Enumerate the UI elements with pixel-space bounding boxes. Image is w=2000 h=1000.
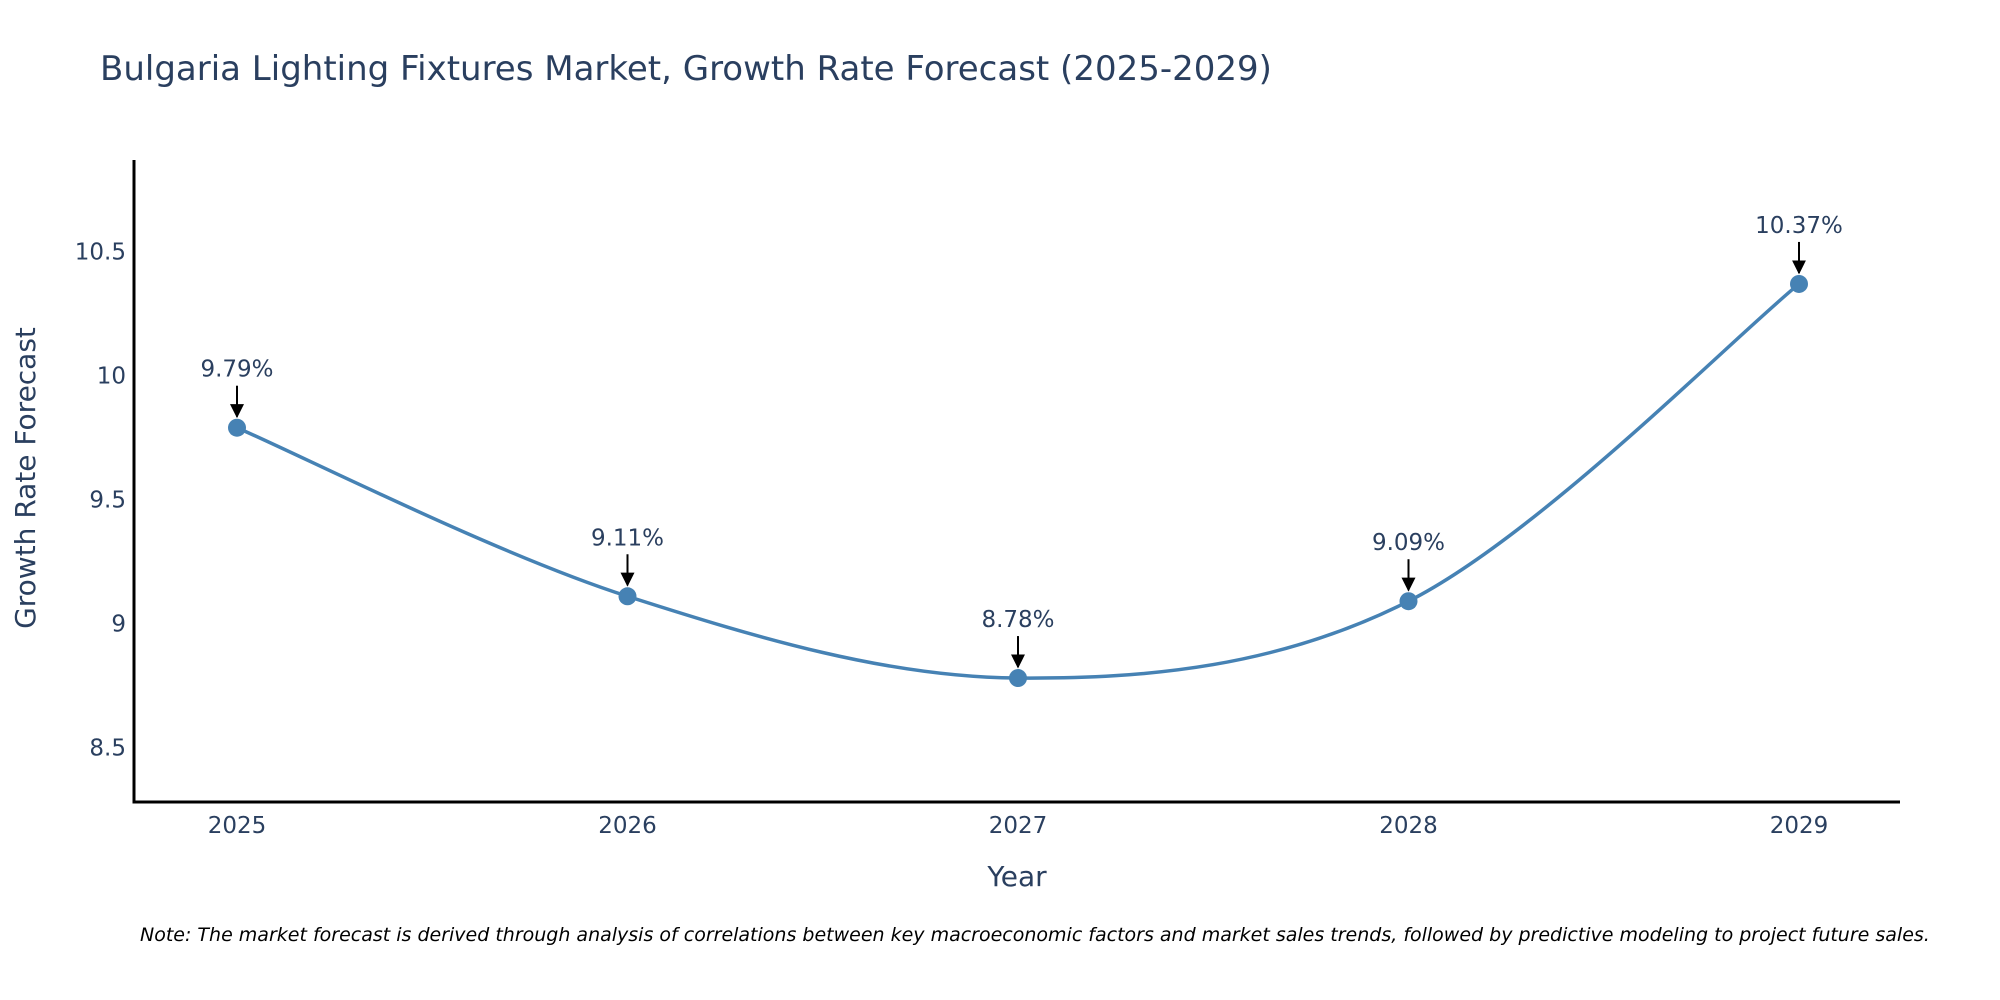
x-tick-label: 2027	[989, 813, 1048, 839]
data-label: 8.78%	[981, 607, 1054, 633]
data-point	[1790, 274, 1808, 293]
data-label-annotations: 9.79% 9.11% 8.78% 9.09% 10.37%	[200, 213, 1843, 669]
x-axis-title: Year	[986, 860, 1047, 893]
x-tick-label: 2026	[598, 813, 657, 839]
x-tick-label: 2028	[1379, 813, 1438, 839]
data-point	[1399, 592, 1418, 611]
series-markers	[228, 274, 1808, 688]
y-tick-label: 9	[111, 612, 126, 638]
y-axis-title: Growth Rate Forecast	[9, 327, 42, 629]
data-point	[1009, 669, 1027, 688]
y-tick-label: 10.5	[75, 240, 126, 266]
y-tick-label: 9.5	[89, 488, 126, 514]
data-label: 9.79%	[200, 357, 273, 383]
data-point	[618, 587, 637, 606]
chart-title: Bulgaria Lighting Fixtures Market, Growt…	[100, 49, 1272, 89]
x-axis-ticks: 2025 2026 2027 2028 2029	[208, 813, 1829, 839]
x-tick-label: 2025	[208, 813, 267, 839]
y-tick-label: 10	[97, 364, 126, 390]
data-label: 10.37%	[1755, 213, 1843, 239]
data-label: 9.11%	[591, 525, 664, 551]
y-axis-ticks: 8.5 9 9.5 10 10.5	[75, 240, 126, 762]
data-label: 9.09%	[1372, 530, 1445, 556]
y-tick-label: 8.5	[89, 735, 126, 761]
footnote: Note: The market forecast is derived thr…	[140, 924, 1930, 946]
x-tick-label: 2029	[1770, 813, 1829, 839]
plot-area: 8.5 9 9.5 10 10.5 2025 2026 2027 2028 2029 9.79%…	[75, 160, 1900, 839]
data-point	[228, 418, 246, 437]
